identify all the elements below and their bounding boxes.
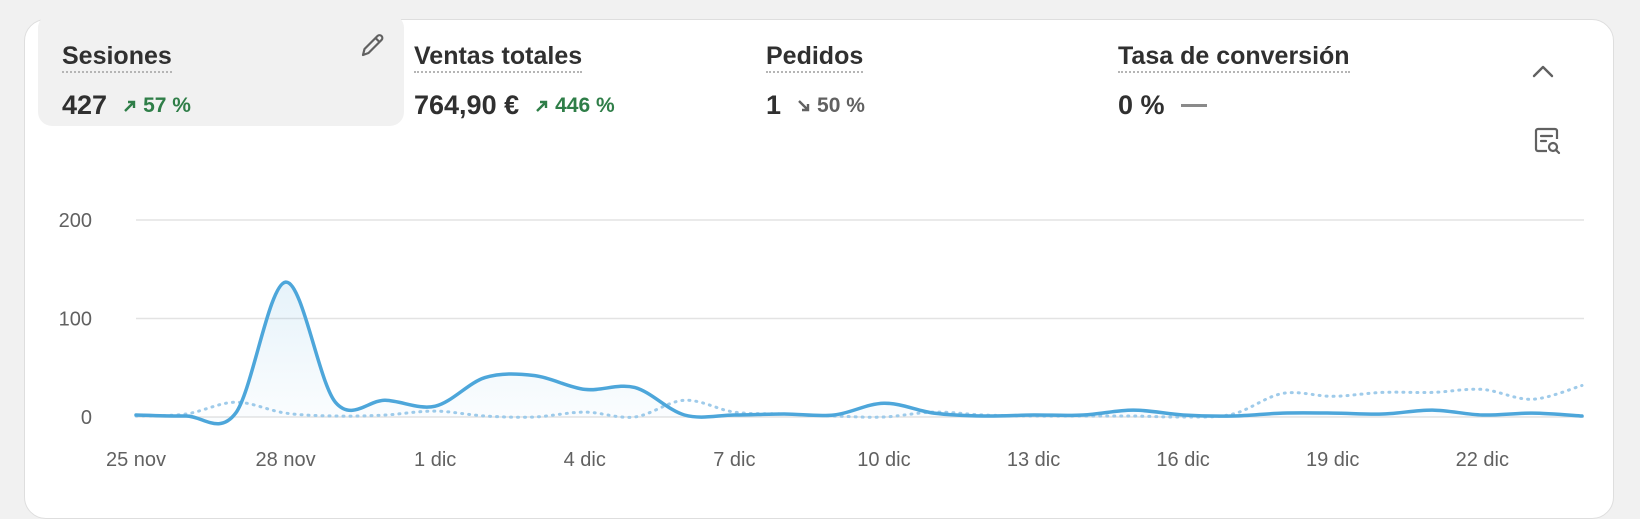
arrow-up-right-icon <box>535 99 549 113</box>
metric-value: 1 <box>766 90 781 121</box>
pencil-icon[interactable] <box>358 30 388 60</box>
x-tick-label: 7 dic <box>713 449 755 471</box>
y-tick-label: 0 <box>81 407 92 429</box>
metric-value: 764,90 € <box>414 90 519 121</box>
x-tick-label: 19 dic <box>1306 449 1359 471</box>
trend-value: 50 % <box>817 94 865 118</box>
x-tick-label: 10 dic <box>857 449 910 471</box>
x-tick-label: 4 dic <box>564 449 606 471</box>
metric-pedidos[interactable]: Pedidos 1 50 % <box>742 14 1108 126</box>
arrow-up-right-icon <box>123 99 137 113</box>
metric-label[interactable]: Ventas totales <box>414 42 582 73</box>
metric-label[interactable]: Tasa de conversión <box>1118 42 1350 73</box>
x-tick-label: 22 dic <box>1456 449 1509 471</box>
trend-value: 57 % <box>143 94 191 118</box>
dash-icon <box>1181 104 1207 108</box>
chevron-up-icon[interactable] <box>1528 60 1558 82</box>
metric-value: 427 <box>62 90 107 121</box>
report-search-icon[interactable] <box>1532 126 1562 156</box>
x-tick-label: 28 nov <box>256 449 316 471</box>
trend-badge: 446 % <box>535 94 615 118</box>
x-tick-label: 16 dic <box>1156 449 1209 471</box>
trend-badge <box>1181 104 1213 108</box>
arrow-down-right-icon <box>797 99 811 113</box>
metric-label[interactable]: Pedidos <box>766 42 863 73</box>
metric-ventas-totales[interactable]: Ventas totales 764,90 € 446 % <box>390 14 756 126</box>
trend-value: 446 % <box>555 94 615 118</box>
metric-tasa-de-conversion[interactable]: Tasa de conversión 0 % <box>1094 14 1460 126</box>
y-tick-label: 200 <box>59 210 92 232</box>
trend-badge: 57 % <box>123 94 191 118</box>
trend-badge: 50 % <box>797 94 865 118</box>
x-tick-label: 1 dic <box>414 449 456 471</box>
metric-value: 0 % <box>1118 90 1165 121</box>
metric-sesiones[interactable]: Sesiones 427 57 % <box>38 14 404 126</box>
y-tick-label: 100 <box>59 309 92 331</box>
x-tick-label: 13 dic <box>1007 449 1060 471</box>
x-tick-label: 25 nov <box>106 449 166 471</box>
metric-label[interactable]: Sesiones <box>62 42 172 73</box>
